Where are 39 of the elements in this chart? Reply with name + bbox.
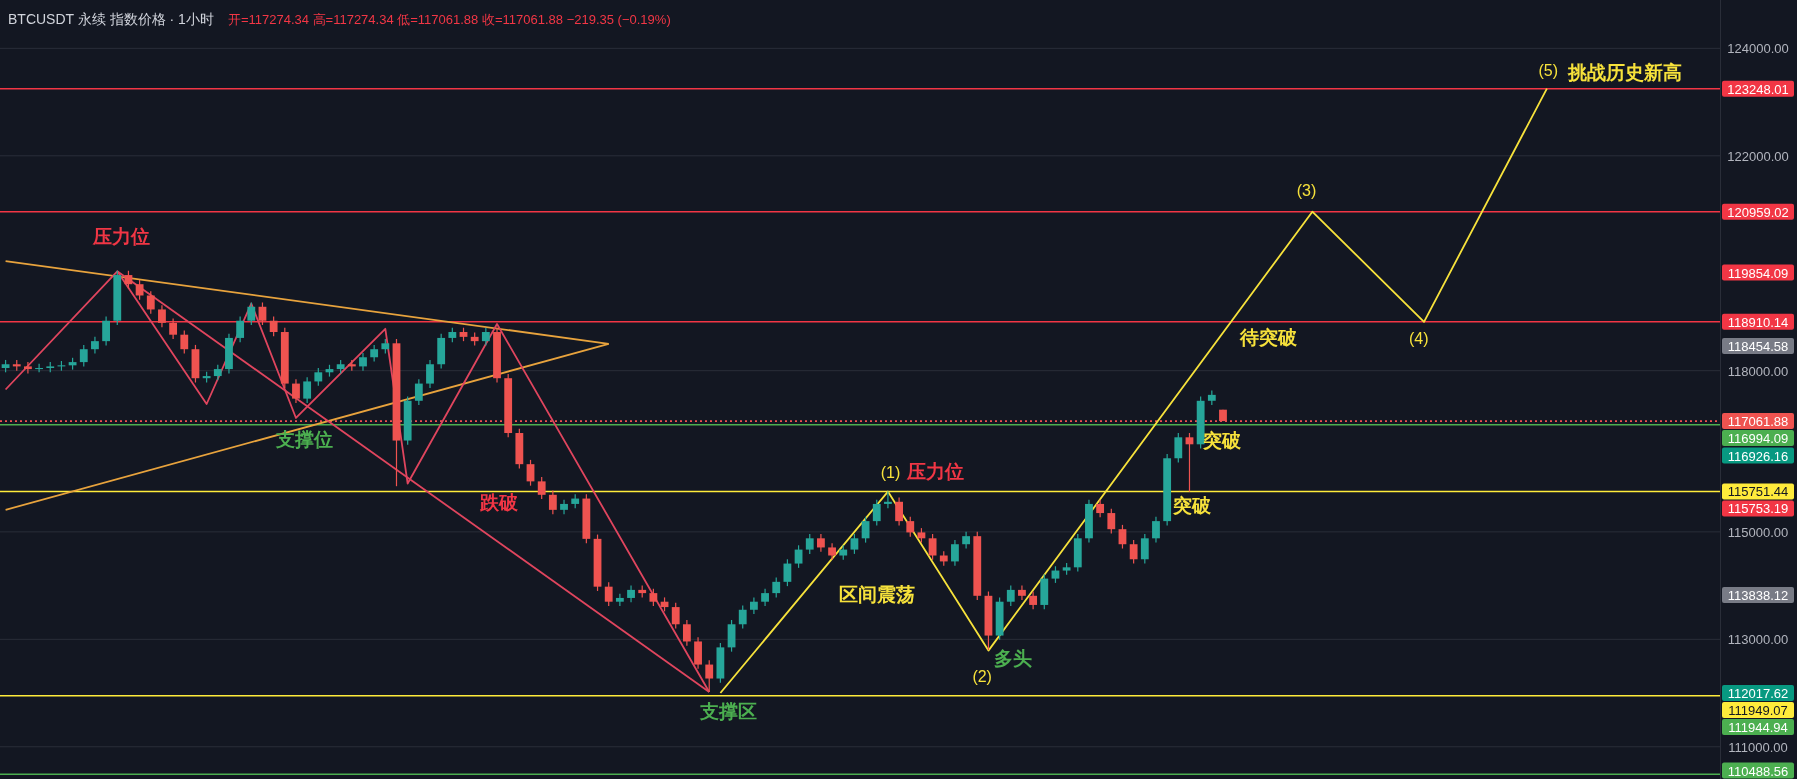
y-tick-label: 122000.00: [1727, 148, 1789, 164]
ref-line-label: 111949.07: [1728, 703, 1788, 718]
ref-line-label: 115751.44: [1727, 484, 1789, 500]
text: 115753.19: [1727, 501, 1789, 517]
ref-line-label: 120959.02: [1727, 204, 1789, 220]
ref-line-label: 110488.56: [1727, 763, 1789, 779]
annotation: 压力位: [905, 461, 964, 483]
annotation: 跌破: [478, 491, 519, 513]
annotation: 多头: [994, 647, 1033, 669]
ref-line-label: 116994.09: [1727, 431, 1789, 447]
annotation: (3): [1296, 182, 1317, 200]
annotation: 突破: [1171, 495, 1212, 517]
text: 118454.58: [1727, 339, 1789, 354]
text: 119854.09: [1727, 265, 1789, 281]
annotation: 区间震荡: [838, 583, 915, 605]
annotation: (2): [972, 668, 992, 686]
text: 112017.62: [1727, 686, 1789, 701]
annotation: 突破: [1201, 430, 1242, 452]
annotation: (1): [880, 464, 901, 482]
ref-line-label: 117061.88: [1727, 414, 1789, 430]
y-tick-label: 124000.00: [1727, 41, 1789, 57]
annotation: 挑战历史新高: [1567, 62, 1683, 84]
annotation: (5): [1538, 61, 1559, 79]
text: 开=117274.34 高=117274.34 低=117061.88 收=117061.88 −219.35 (−0.19%): [227, 12, 671, 27]
annotation: 支撑位: [275, 428, 334, 450]
y-tick-label: 113000.00: [1727, 632, 1789, 648]
y-tick-label: 118000.00: [1727, 363, 1789, 379]
annotation: (4): [1409, 329, 1429, 347]
text: 113838.12: [1727, 588, 1789, 603]
text: 116926.16: [1727, 448, 1789, 464]
ref-line-label: 118910.14: [1727, 314, 1789, 330]
y-tick-label: 111000.00: [1728, 739, 1788, 755]
annotation: 压力位: [91, 226, 150, 248]
annotation: 支撑区: [699, 700, 758, 722]
text: BTCUSDT 永续 指数价格 · 1小时: [8, 11, 214, 27]
y-tick-label: 115000.00: [1727, 524, 1789, 540]
text: 111944.94: [1728, 720, 1788, 735]
annotation: 待突破: [1239, 326, 1299, 348]
ref-line-label: 123248.01: [1727, 81, 1789, 97]
